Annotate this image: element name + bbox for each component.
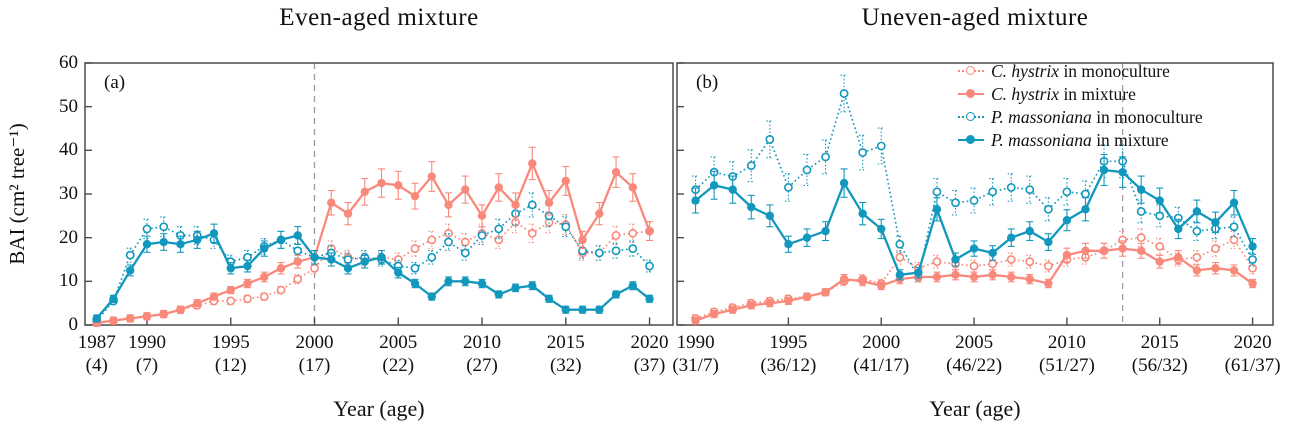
legend-label: P. massoniana in mixture [991,129,1169,150]
panel-b-title: Uneven-aged mixture [861,4,1089,31]
series-c-hystrix-in-mixture [92,146,654,328]
open-circle-dotted-line-icon [958,65,984,77]
x-tick-label: 2000 (17) [295,332,334,376]
panel-a-label: (a) [104,72,126,93]
x-tick-label: 2020 (61/37) [1224,332,1281,376]
x-tick-label: 2005 (22) [379,332,418,376]
y-tick-label: 40 [59,139,78,161]
x-tick-label: 2005 (46/22) [946,332,1003,376]
series-p-massoniana-in-mixture [92,223,654,323]
legend: C. hystrix in monoculture C. hystrix in … [958,60,1203,151]
legend-item-p-massoniana-mixture: P. massoniana in mixture [958,129,1203,151]
x-tick-label: 2000 (41/17) [853,332,910,376]
legend-label: C. hystrix in mixture [991,83,1136,104]
x-tick-label: 2010 (27) [463,332,502,376]
x-tick-label: 1995 (12) [211,332,250,376]
legend-item-c-hystrix-monoculture: C. hystrix in monoculture [958,60,1203,82]
x-tick-label: 1990 (31/7) [672,332,719,376]
x-tick-label: 1990 (7) [127,332,166,376]
x-tick-label: 2010 (51/27) [1038,332,1095,376]
y-tick-label: 20 [59,226,78,248]
x-tick-label: 2015 (32) [546,332,585,376]
legend-item-c-hystrix-mixture: C. hystrix in mixture [958,83,1203,105]
plot-frame-a [84,62,674,326]
y-tick-label: 0 [68,314,79,335]
series-p-massoniana-in-monoculture [691,74,1257,283]
y-tick-label: 60 [59,52,78,73]
open-circle-dotted-line-icon [958,111,984,123]
series-p-massoniana-in-mixture [691,153,1257,281]
x-tick-label: 2020 (37) [630,332,669,376]
y-tick-label: 50 [59,95,78,117]
legend-label: C. hystrix in monoculture [991,60,1170,81]
legend-item-p-massoniana-monoculture: P. massoniana in monoculture [958,106,1203,128]
y-tick-label: 30 [59,183,78,204]
x-axis-label-b: Year (age) [929,396,1021,421]
series-c-hystrix-in-mixture [691,240,1257,325]
panel-a-title: Even-aged mixture [279,4,479,31]
filled-circle-solid-line-icon [958,134,984,146]
filled-circle-solid-line-icon [958,88,984,100]
y-axis-label: BAI (cm² tree⁻¹) [5,123,29,265]
panel-b-label: (b) [696,72,719,93]
x-tick-label: 1987 (4) [77,332,116,376]
y-tick-label: 10 [59,270,78,292]
x-axis-label-a: Year (age) [333,396,425,421]
x-tick-label: 1995 (36/12) [760,332,817,376]
x-tick-label: 2015 (56/32) [1131,332,1188,376]
legend-label: P. massoniana in monoculture [991,106,1203,127]
